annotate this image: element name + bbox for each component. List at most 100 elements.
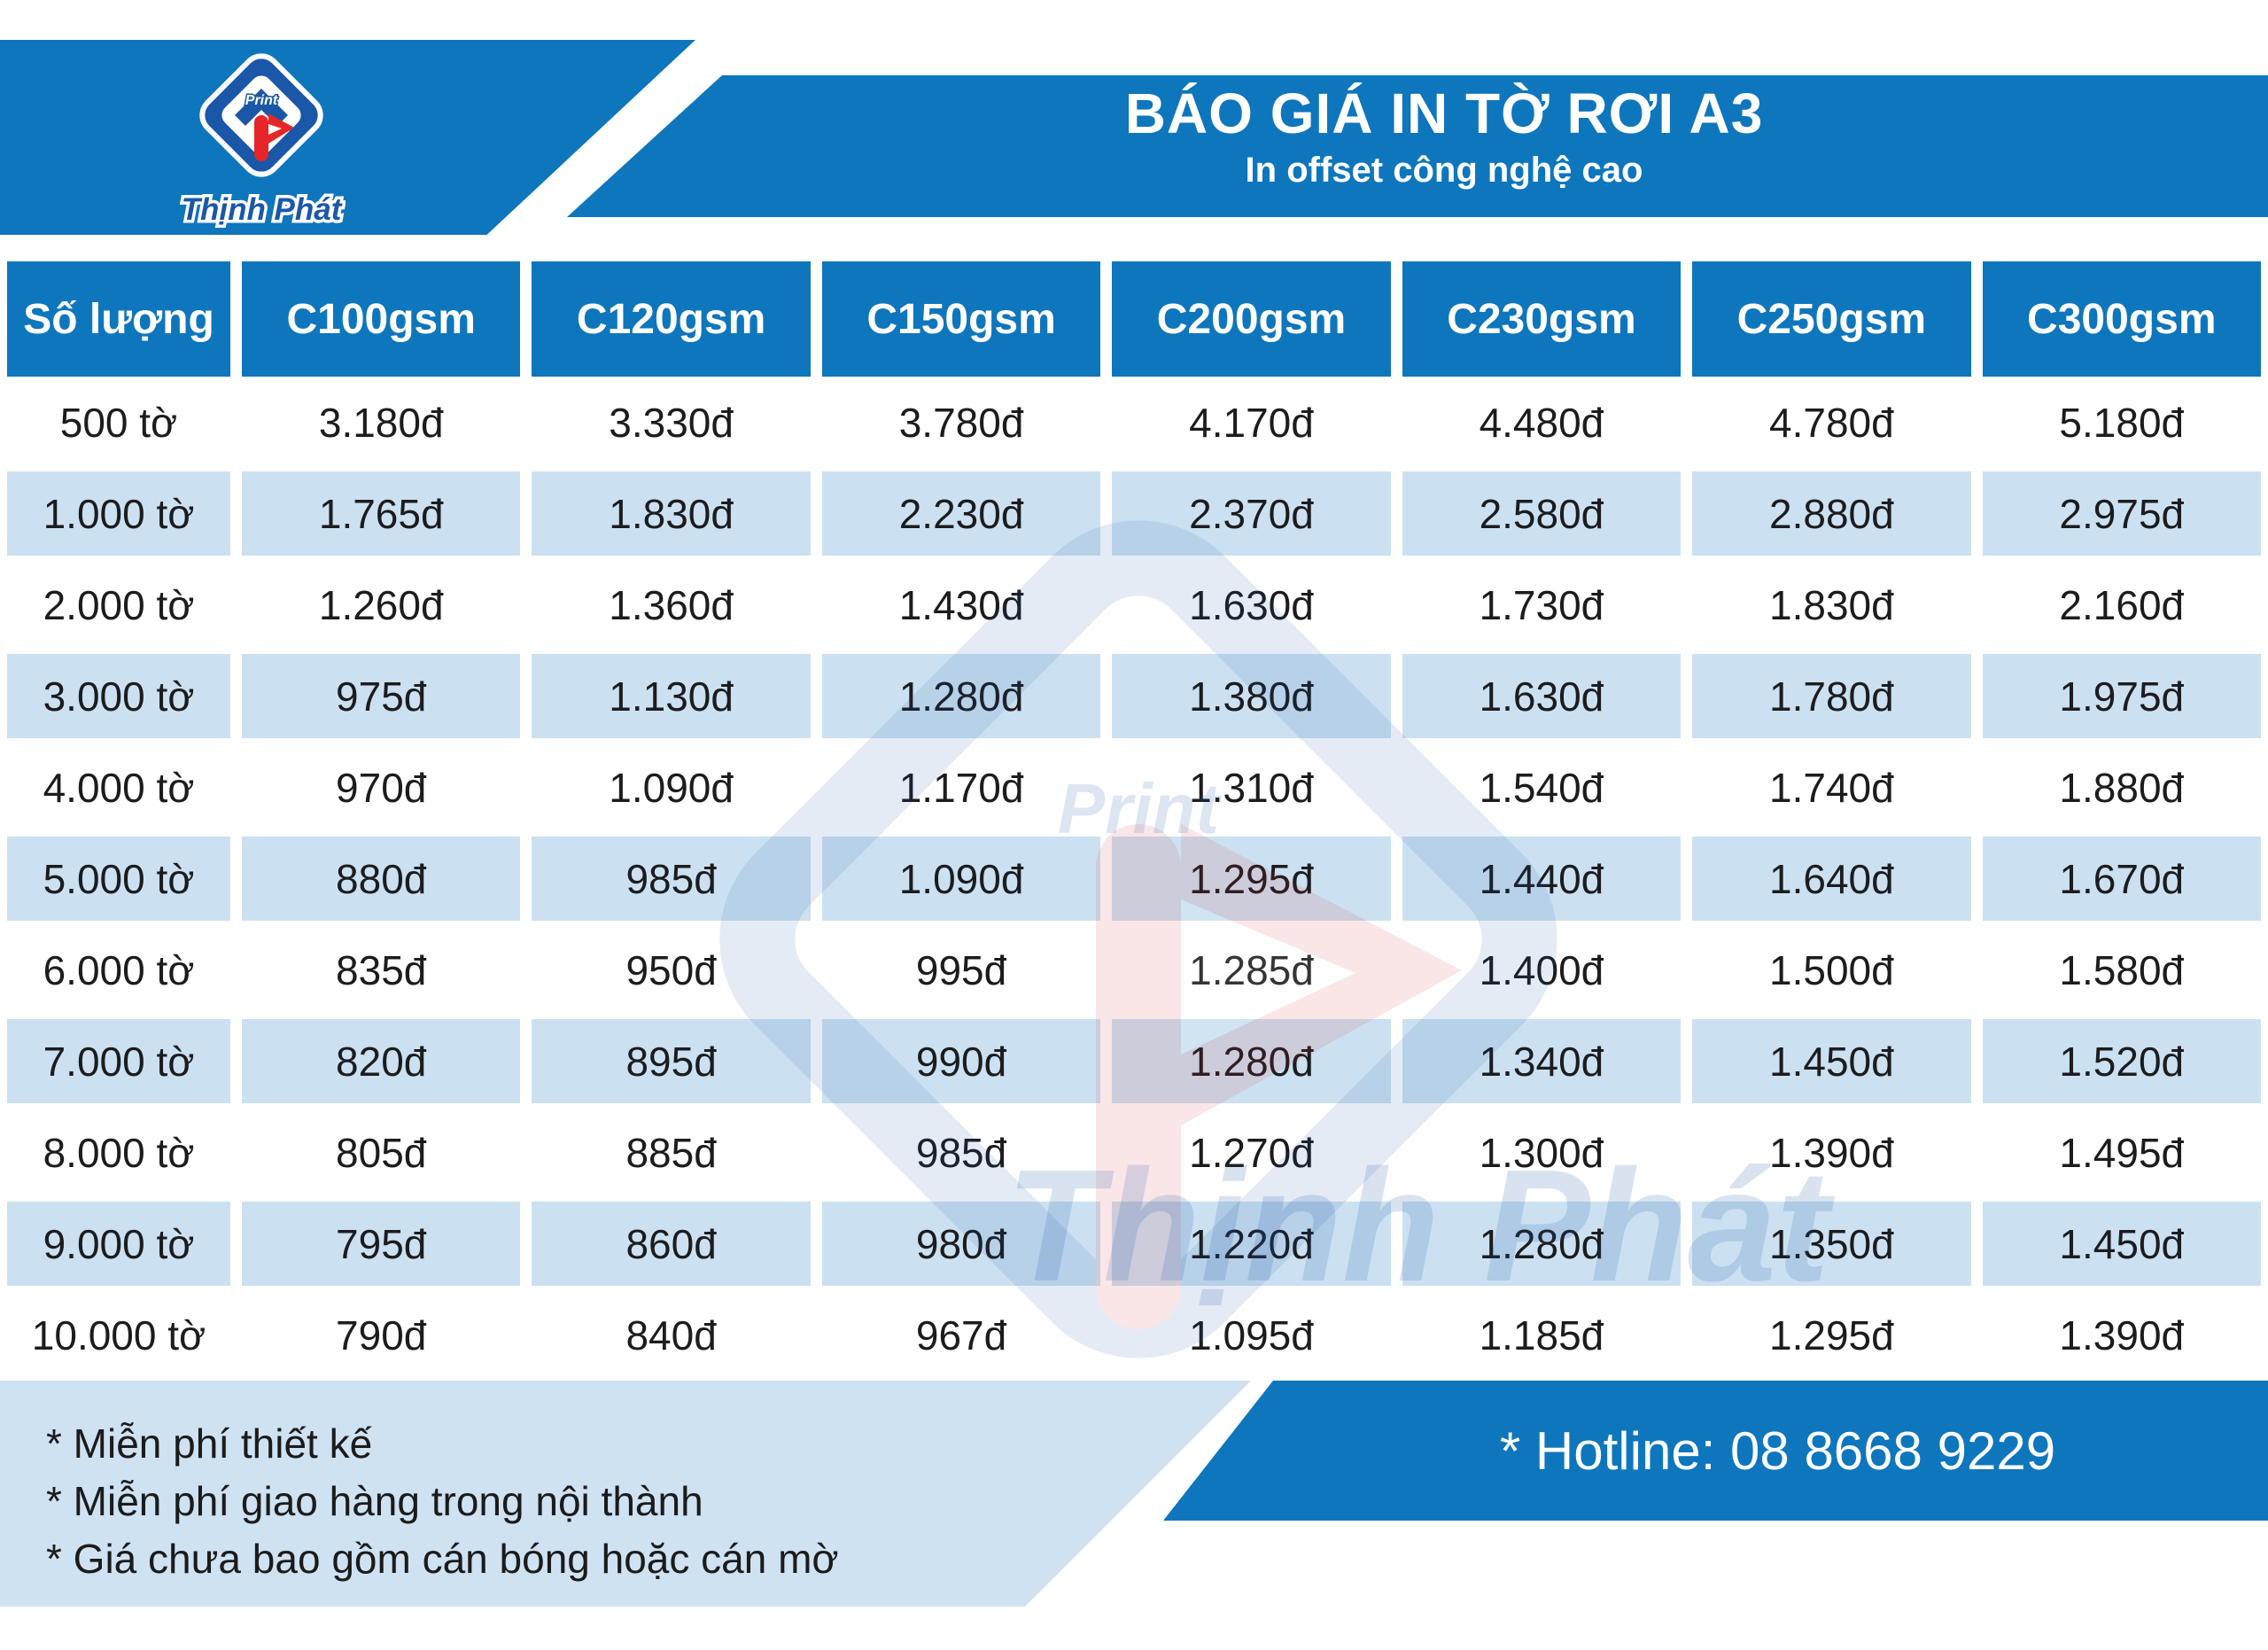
column-header: C300gsm [1982,261,2261,377]
table-row: 6.000 tờ 835đ 950đ 995đ 1.285đ 1.400đ 1.500đ 1.… [7,924,2261,1016]
price-cell: 1.090đ [821,837,1101,921]
price-cell: 1.400đ [1479,946,1604,993]
price-cell: 1.280đ [1402,1202,1682,1286]
price-cell: 895đ [532,1019,811,1103]
price-cell: 3.180đ [318,399,444,446]
price-cell: 1.360đ [609,581,734,628]
note-item: * Miễn phí giao hàng trong nội thành [46,1478,703,1524]
table-row: 7.000 tờ 820đ 895đ 990đ 1.280đ 1.340đ 1.450đ 1.… [7,1016,2261,1107]
page-subtitle: In offset công nghệ cao [1245,151,1643,190]
price-cell: 2.580đ [1402,471,1682,556]
logo-print-label: Print [245,93,278,108]
price-cell: 1.295đ [1112,837,1391,921]
price-cell: 1.170đ [898,764,1024,811]
page-title: BÁO GIÁ IN TỜ RƠI A3 [1124,82,1764,145]
price-cell: 1.830đ [532,471,811,556]
price-cell: 995đ [915,946,1007,993]
quantity-cell: 4.000 tờ [43,764,195,811]
table-row: 10.000 tờ 790đ 840đ 967đ 1.095đ 1.185đ 1.295đ 1… [7,1289,2261,1381]
hotline-text: * Hotline: 08 8668 9229 [1499,1420,2056,1481]
table-row: 9.000 tờ 795đ 860đ 980đ 1.220đ 1.280đ 1.350đ 1.… [7,1198,2261,1289]
logo-chevron-shape [235,89,288,126]
price-cell: 1.630đ [1402,654,1682,738]
price-cell: 1.630đ [1189,581,1314,628]
table-row: 8.000 tờ 805đ 885đ 985đ 1.270đ 1.300đ 1.390đ 1.… [7,1107,2261,1198]
price-cell: 860đ [532,1202,811,1286]
price-cell: 1.285đ [1189,946,1314,993]
column-header: C150gsm [821,261,1101,377]
price-cell: 1.340đ [1402,1019,1682,1103]
price-cell: 1.495đ [2059,1129,2185,1176]
quantity-cell: 500 tờ [59,399,178,446]
price-cell: 1.740đ [1769,764,1894,811]
note-item: * Miễn phí thiết kế [46,1420,373,1467]
price-cell: 885đ [625,1129,717,1176]
price-cell: 1.185đ [1479,1311,1604,1358]
quantity-cell: 1.000 tờ [7,471,230,556]
column-header: C250gsm [1692,261,1971,377]
table-row: 4.000 tờ 970đ 1.090đ 1.170đ 1.310đ 1.540đ 1.74… [7,742,2261,833]
price-cell: 1.880đ [2059,764,2185,811]
price-cell: 2.975đ [1982,471,2261,556]
price-cell: 1.390đ [1769,1129,1894,1176]
quantity-cell: 6.000 tờ [43,946,195,993]
price-cell: 967đ [915,1311,1007,1358]
table-row: 1.000 tờ 1.765đ 1.830đ 2.230đ 2.370đ 2.580đ 2.… [7,468,2261,559]
table-row: 500 tờ 3.180đ 3.330đ 3.780đ 4.170đ 4.480đ 4.78… [7,377,2261,468]
quantity-cell: 9.000 tờ [7,1202,230,1286]
logo-p-bar [254,115,268,161]
price-cell: 980đ [821,1202,1101,1286]
price-cell: 1.090đ [609,764,734,811]
price-cell: 840đ [625,1311,717,1358]
price-cell: 1.975đ [1982,654,2261,738]
price-cell: 3.330đ [609,399,734,446]
price-cell: 1.780đ [1692,654,1971,738]
price-cell: 990đ [821,1019,1101,1103]
price-cell: 1.350đ [1692,1202,1971,1286]
price-cell: 1.450đ [1982,1202,2261,1286]
price-cell: 1.640đ [1692,837,1971,921]
price-cell: 1.520đ [1982,1019,2261,1103]
price-cell: 880đ [242,837,521,921]
quantity-cell: 3.000 tờ [7,654,230,738]
price-cell: 1.430đ [898,581,1024,628]
price-cell: 1.440đ [1402,837,1682,921]
brand-logo: Print Thịnh Phát [177,43,346,233]
price-cell: 1.280đ [821,654,1101,738]
price-cell: 1.540đ [1479,764,1604,811]
price-cell: 4.170đ [1189,399,1314,446]
price-cell: 5.180đ [2059,399,2185,446]
quantity-cell: 7.000 tờ [7,1019,230,1103]
quantity-cell: 10.000 tờ [31,1311,206,1358]
price-cell: 2.230đ [821,471,1101,556]
column-header: C200gsm [1112,261,1391,377]
header-right-band [567,75,2268,217]
price-cell: 1.450đ [1692,1019,1971,1103]
quantity-cell: 2.000 tờ [43,581,195,628]
price-cell: 1.390đ [2059,1311,2185,1358]
table-body: 500 tờ 3.180đ 3.330đ 3.780đ 4.170đ 4.480đ 4.78… [7,377,2261,1381]
logo-p-notch [268,124,282,135]
price-cell: 1.095đ [1189,1311,1314,1358]
hotline-bar: * Hotline: 08 8668 9229 [1163,1381,2268,1521]
price-cell: 2.370đ [1112,471,1391,556]
price-cell: 975đ [242,654,521,738]
price-cell: 3.780đ [898,399,1024,446]
logo-brand-name: Thịnh Phát [182,192,343,227]
price-cell: 2.160đ [2059,581,2185,628]
notes-list: * Miễn phí thiết kế * Miễn phí giao hàng… [46,1415,839,1588]
price-cell: 790đ [336,1311,427,1358]
quantity-cell: 5.000 tờ [7,837,230,921]
price-cell: 1.300đ [1479,1129,1604,1176]
price-cell: 1.765đ [242,471,521,556]
brand-logo-image: Print Thịnh Phát [178,53,346,230]
price-cell: 1.580đ [2059,946,2185,993]
price-cell: 805đ [336,1129,427,1176]
table-row: 5.000 tờ 880đ 985đ 1.090đ 1.295đ 1.440đ 1.640đ… [7,833,2261,924]
price-cell: 985đ [532,837,811,921]
price-cell: 950đ [625,946,717,993]
price-cell: 1.270đ [1189,1129,1314,1176]
price-cell: 1.310đ [1189,764,1314,811]
price-cell: 835đ [336,946,427,993]
